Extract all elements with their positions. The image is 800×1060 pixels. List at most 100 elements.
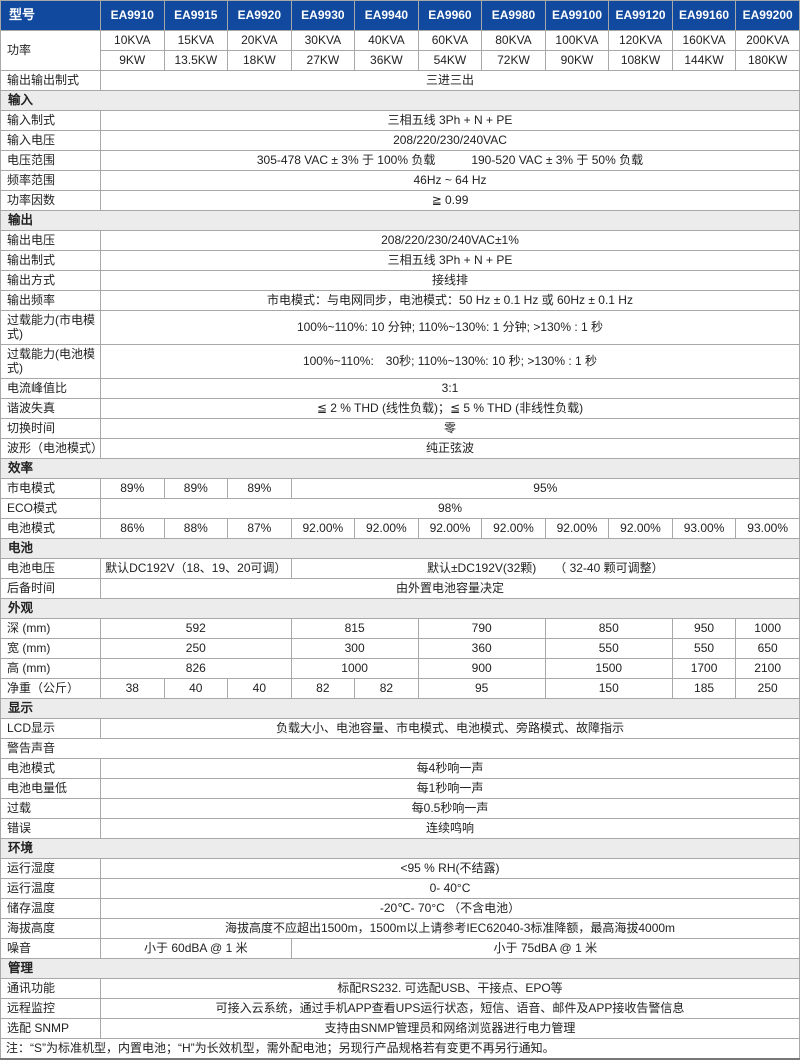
spec-value: 15KVA [163, 30, 229, 51]
alarm-fault-row: 错误 连续鸣响 [0, 818, 800, 839]
spec-value: 108KW [608, 50, 673, 71]
section-header: 电池 [0, 538, 800, 559]
section-efficiency: 效率 [0, 458, 800, 479]
section-header: 显示 [0, 698, 800, 719]
section-header: 效率 [0, 458, 800, 479]
spec-value: 0- 40°C [100, 878, 800, 899]
spec-value: 208/220/230/240VAC±1% [100, 230, 800, 251]
model-header: EA9940 [354, 0, 419, 31]
alarm-lowbattery-row: 电池电量低 每1秒响一声 [0, 778, 800, 799]
spec-value: 每4秒响一声 [100, 758, 800, 779]
eff-mains-row: 市电模式 89% 89% 89% 95% [0, 478, 800, 499]
power-factor-row: 功率因数 ≧ 0.99 [0, 190, 800, 211]
spec-value: 89% [227, 478, 292, 499]
storage-temp-row: 储存温度 -20℃- 70°C （不含电池） [0, 898, 800, 919]
model-header: EA9980 [481, 0, 546, 31]
spec-value: 92.00% [544, 518, 610, 539]
spec-value: 850 [544, 618, 673, 639]
spec-value: 250 [100, 638, 292, 659]
spec-value: 纯正弦波 [100, 438, 800, 459]
spec-label: 净重（公斤） [0, 678, 101, 699]
overload-mains-row: 过载能力(市电模式) 100%~110%: 10 分钟; 110%~130%: 1… [0, 310, 800, 345]
spec-value: 305-478 VAC ± 3% 于 100% 负载 190-520 VAC ±… [100, 150, 800, 171]
spec-value: 360 [417, 638, 546, 659]
spec-label: 输出输出制式 [0, 70, 101, 91]
thd-row: 谐波失真 ≦ 2 % THD (线性负载)；≦ 5 % THD (非线性负载) [0, 398, 800, 419]
spec-label: 输入制式 [0, 110, 101, 131]
spec-value: 60KVA [417, 30, 483, 51]
spec-value: 200KVA [735, 30, 800, 51]
spec-value: 80KVA [481, 30, 546, 51]
alarm-battery-row: 电池模式 每4秒响一声 [0, 758, 800, 779]
output-freq-row: 输出频率 市电模式：与电网同步，电池模式：50 Hz ± 0.1 Hz 或 60H… [0, 290, 800, 311]
spec-value: 36KW [354, 50, 419, 71]
spec-value: 92.00% [608, 518, 673, 539]
spec-value: 88% [163, 518, 229, 539]
width-row: 宽 (mm) 250 300 360 550 550 650 [0, 638, 800, 659]
freq-range-row: 频率范围 46Hz ~ 64 Hz [0, 170, 800, 191]
spec-value: 93.00% [671, 518, 737, 539]
spec-label: 深 (mm) [0, 618, 101, 639]
spec-value: 接线排 [100, 270, 800, 291]
spec-value: 海拔高度不应超出1500m，1500m以上请参考IEC62040-3标准降额，最… [100, 918, 800, 939]
spec-value: 592 [100, 618, 292, 639]
spec-label: 频率范围 [0, 170, 101, 191]
spec-value: 208/220/230/240VAC [100, 130, 800, 151]
spec-label: 储存温度 [0, 898, 101, 919]
spec-value: 9KW [100, 50, 165, 71]
spec-value: 790 [417, 618, 546, 639]
transfer-time-row: 切换时间零 [0, 418, 800, 439]
footnote: 注：“S”为标准机型，内置电池；“H”为长效机型，需外配电池；另现行产品规格若有… [0, 1038, 800, 1060]
spec-value: 40 [227, 678, 292, 699]
eff-battery-row: 电池模式 86% 88% 87% 92.00% 92.00% 92.00% 92.00% 92.… [0, 518, 800, 539]
spec-value: 95 [417, 678, 546, 699]
spec-value: ≦ 2 % THD (线性负载)；≦ 5 % THD (非线性负载) [100, 398, 800, 419]
spec-label: 运行温度 [0, 878, 101, 899]
communication-row: 通讯功能 标配RS232. 可选配USB、干接点、EPO等 [0, 978, 800, 999]
spec-label: 电池电量低 [0, 778, 101, 799]
section-management: 管理 [0, 958, 800, 979]
model-header: EA9920 [227, 0, 292, 31]
spec-value: 小于 60dBA @ 1 米 [100, 938, 292, 959]
spec-value: 92.00% [481, 518, 546, 539]
spec-label: 输出制式 [0, 250, 101, 271]
spec-value: 1500 [544, 658, 673, 679]
spec-value: 86% [100, 518, 165, 539]
spec-value: 13.5KW [163, 50, 229, 71]
battery-voltage-row: 电池电压 默认DC192V（18、19、20可调） 默认±DC192V(32颗) （… [0, 558, 800, 579]
spec-value: 100KVA [544, 30, 610, 51]
spec-value: 40KVA [354, 30, 419, 51]
spec-value: 54KW [417, 50, 483, 71]
spec-value: 1700 [671, 658, 737, 679]
input-wiring-row: 输入制式 三相五线 3Ph + N + PE [0, 110, 800, 131]
section-environment: 环境 [0, 838, 800, 859]
section-header: 输入 [0, 90, 800, 111]
alarm-overload-row: 过载 每0.5秒响一声 [0, 798, 800, 819]
model-header: EA9960 [417, 0, 483, 31]
spec-value: 10KVA [100, 30, 165, 51]
spec-value: 支持由SNMP管理员和网络浏览器进行电力管理 [100, 1018, 800, 1039]
section-header: 输出 [0, 210, 800, 231]
model-header-row: 型号 EA9910 EA9915 EA9920 EA9930 EA9940 EA9960 EA… [0, 0, 800, 31]
spec-value: 815 [290, 618, 419, 639]
spec-value: 144KW [671, 50, 737, 71]
spec-value: 27KW [290, 50, 356, 71]
noise-row: 噪音 小于 60dBA @ 1 米小于 75dBA @ 1 米 [0, 938, 800, 959]
spec-label: 电池模式 [0, 758, 101, 779]
spec-label: 宽 (mm) [0, 638, 101, 659]
spec-label: 后备时间 [0, 578, 101, 599]
spec-label: LCD显示 [0, 718, 101, 739]
spec-value: 89% [163, 478, 229, 499]
lcd-row: LCD显示 负载大小、电池容量、市电模式、电池模式、旁路模式、故障指示 [0, 718, 800, 739]
section-header: 管理 [0, 958, 800, 979]
spec-value: <95 % RH(不结露) [100, 858, 800, 879]
spec-label: 输出频率 [0, 290, 101, 311]
section-header: 外观 [0, 598, 800, 619]
spec-value: 18KW [227, 50, 292, 71]
altitude-row: 海拔高度 海拔高度不应超出1500m，1500m以上请参考IEC62040-3标准… [0, 918, 800, 939]
model-header: EA99160 [671, 0, 737, 31]
spec-value: 180KW [735, 50, 800, 71]
spec-value: 默认DC192V（18、19、20可调） [100, 558, 292, 579]
spec-value: 950 [671, 618, 737, 639]
